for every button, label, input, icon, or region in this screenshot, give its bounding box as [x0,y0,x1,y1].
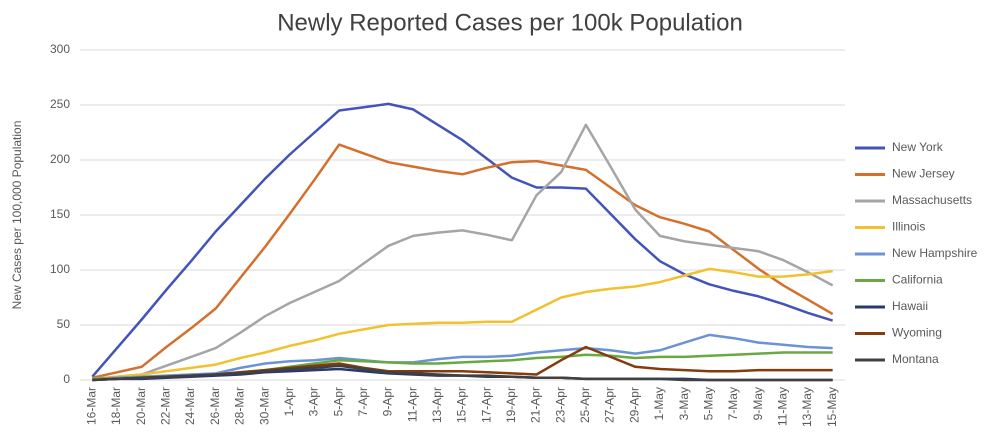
x-tick-label: 25-Apr [578,387,592,423]
legend-label: New Jersey [892,167,955,181]
x-tick-label: 11-May [775,387,789,426]
legend-label: Massachusetts [892,193,972,207]
legend-label: Hawaii [892,299,928,313]
x-tick-label: 23-Apr [553,387,567,423]
x-tick-label: 17-Apr [479,387,493,423]
x-tick-label: 5-Apr [331,387,345,416]
x-tick-label: 9-Apr [381,387,395,416]
legend-label: New York [892,140,944,154]
legend-label: Wyoming [892,326,942,340]
series-line [92,364,833,382]
y-axis-label: New Cases per 100,000 Population [10,121,24,310]
x-tick-label: 16-Mar [85,387,99,425]
y-tick-label: 250 [50,97,70,111]
y-tick-label: 200 [50,152,70,166]
y-tick-label: 100 [50,262,70,276]
y-tick-label: 150 [50,207,70,221]
chart-title: Newly Reported Cases per 100k Population [277,9,743,36]
series-line [91,102,834,378]
series-line [92,123,834,381]
x-tick-label: 7-Apr [356,387,370,416]
series-line [92,143,834,380]
x-tick-label: 11-Apr [405,387,419,422]
x-tick-label: 29-Apr [627,387,641,423]
x-tick-label: 19-Apr [504,387,518,423]
x-tick-label: 24-Mar [183,387,197,425]
x-tick-label: 27-Apr [603,387,617,423]
y-tick-label: 0 [63,372,70,386]
x-tick-label: 20-Mar [134,387,148,425]
series-line [92,267,833,381]
x-tick-label: 28-Mar [233,387,247,425]
x-tick-label: 3-Apr [307,387,321,416]
x-tick-label: 7-May [726,387,740,420]
x-tick-label: 18-Mar [109,387,123,425]
x-tick-label: 13-May [800,387,814,427]
legend-label: Illinois [892,220,925,234]
x-tick-label: 21-Apr [529,387,543,423]
y-tick-label: 50 [57,317,71,331]
x-tick-label: 15-May [825,387,839,427]
x-tick-label: 1-May [652,387,666,420]
y-tick-label: 300 [50,42,70,56]
x-tick-label: 1-Apr [282,387,296,416]
x-tick-label: 5-May [701,387,715,420]
x-tick-label: 15-Apr [455,387,469,423]
legend-label: New Hampshire [892,246,978,260]
legend-label: Montana [892,352,939,366]
x-tick-label: 22-Mar [159,387,173,425]
x-tick-label: 3-May [677,387,691,420]
legend-label: California [892,273,943,287]
x-tick-label: 26-Mar [208,387,222,425]
x-tick-label: 13-Apr [430,387,444,423]
x-tick-label: 30-Mar [257,387,271,425]
x-tick-label: 9-May [751,387,765,420]
